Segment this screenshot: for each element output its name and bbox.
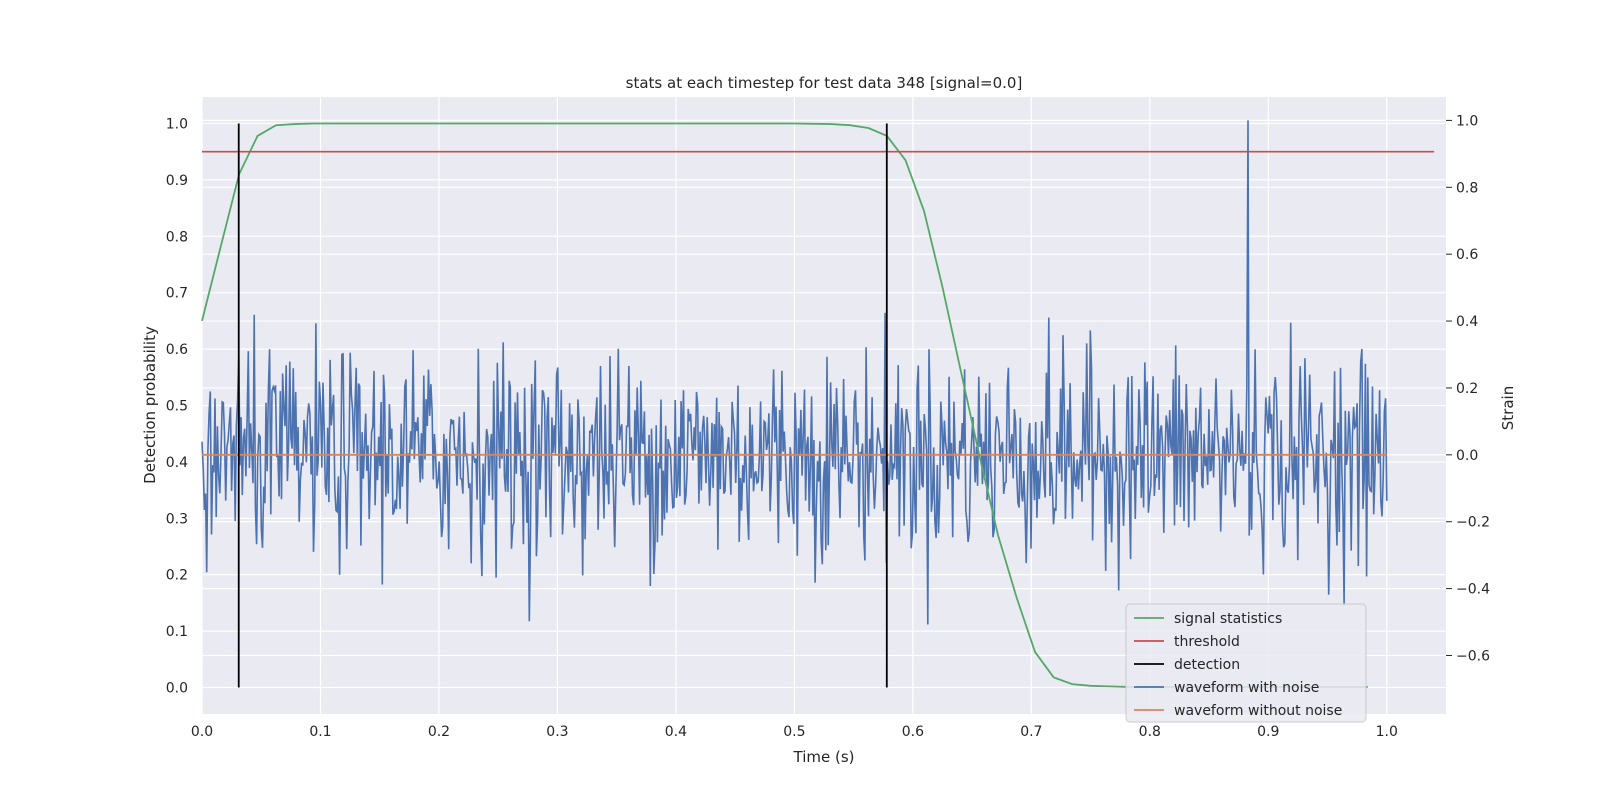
legend: signal statistics threshold detection wavef… [1125,603,1367,723]
x-tick-label: 0.9 [1257,724,1279,740]
x-tick-label: 0.4 [665,724,687,740]
y-tick-label: 0.4 [166,455,188,471]
y-right-tick-label: −0.2 [1456,515,1490,531]
series-signal-statistics [201,122,1368,688]
y-axis-label: Detection probability [141,326,159,484]
x-tick-label: 0.5 [783,724,805,740]
x-tick-label: 0.0 [191,724,213,740]
legend-box [1125,603,1367,723]
y-right-tick-label: 0.4 [1456,314,1478,330]
ticks: 0.0 0.1 0.2 0.3 0.4 0.5 0.6 0.7 0.8 0.9 1.0 0.0 0.1 0… [166,113,1490,740]
series-waveform-with-noise [201,120,1388,625]
x-tick-label: 0.1 [309,724,331,740]
y-axis-right-label: Strain [1499,386,1517,430]
chart-title: stats at each timestep for test data 348… [626,74,1023,92]
y-right-tick-label: 0.2 [1456,381,1478,397]
legend-label: waveform without noise [1174,703,1342,719]
y-right-tick-label: −0.4 [1456,582,1490,598]
legend-label: waveform with noise [1174,680,1319,696]
y-right-tick-label: 0.6 [1456,247,1478,263]
series-layer [201,120,1435,688]
legend-label: threshold [1174,634,1240,650]
x-axis-label: Time (s) [793,748,855,766]
y-tick-label: 0.6 [166,342,188,358]
y-tick-label: 1.0 [166,117,188,133]
y-tick-label: 0.5 [166,399,188,415]
legend-label: detection [1174,657,1240,673]
y-tick-label: 0.2 [166,568,188,584]
y-tick-label: 0.9 [166,173,188,189]
x-tick-label: 0.3 [546,724,568,740]
y-tick-label: 0.8 [166,229,188,245]
x-tick-label: 0.2 [428,724,450,740]
x-tick-label: 0.8 [1139,724,1161,740]
y-right-tick-label: 1.0 [1456,113,1478,129]
x-tick-label: 0.7 [1020,724,1042,740]
y-tick-label: 0.3 [166,511,188,527]
y-right-tick-label: −0.6 [1456,648,1490,664]
y-right-tick-label: 0.8 [1456,180,1478,196]
x-tick-label: 1.0 [1376,724,1398,740]
x-tick-label: 0.6 [902,724,924,740]
y-right-tick-label: 0.0 [1456,448,1478,464]
y-tick-label: 0.0 [166,680,188,696]
y-tick-label: 0.1 [166,624,188,640]
legend-label: signal statistics [1174,611,1282,627]
y-tick-label: 0.7 [166,286,188,302]
